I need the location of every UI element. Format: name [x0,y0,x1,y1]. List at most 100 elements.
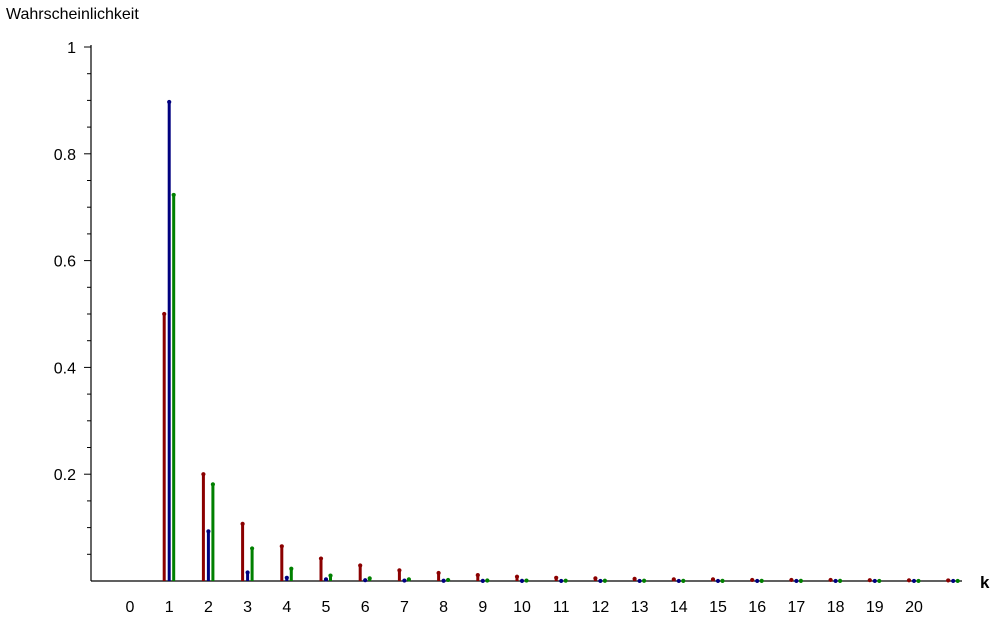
y-tick-label: 0.6 [54,254,76,271]
bar-tip-series-3 [328,573,333,578]
bar-series-1 [241,523,245,581]
bar-tip-series-2 [480,578,485,583]
bar-tip-series-3 [838,578,843,583]
bar-tip-series-2 [402,578,407,583]
bar-series-1 [162,314,166,581]
bar-series-1 [476,575,480,581]
x-tick-label: 20 [905,599,923,616]
x-tick-label: 18 [827,599,845,616]
bar-tip-series-3 [210,482,215,487]
bar-series-3 [329,575,332,581]
bar-series-1 [201,474,205,581]
bar-tip-series-1 [201,472,206,477]
bar-tip-series-2 [755,578,760,584]
bar-tip-series-2 [559,578,564,584]
y-tick-label: 0.8 [54,147,76,164]
bar-tip-series-1 [358,563,363,568]
bar-tip-series-3 [563,578,568,583]
x-tick-label: 14 [670,599,688,616]
x-tick-label: 13 [631,599,649,616]
bar-tip-series-3 [171,192,176,198]
x-tick-label: 5 [322,599,331,616]
bar-tip-series-3 [289,566,294,571]
bar-tip-series-2 [206,529,211,534]
bar-tip-series-1 [671,577,676,582]
x-tick-label: 6 [361,599,370,616]
bar-tip-series-1 [632,576,637,581]
bar-tip-series-1 [475,573,480,578]
x-tick-label: 15 [709,599,727,616]
bar-tip-series-1 [946,578,951,583]
bar-tip-series-3 [524,578,529,583]
y-tick-label: 0.2 [54,467,76,484]
bar-series-2 [246,572,250,581]
x-tick-label: 3 [243,599,252,616]
bar-tip-series-2 [676,578,681,584]
bar-tip-series-3 [720,578,725,583]
bar-series-3 [172,194,176,581]
bar-tip-series-2 [323,577,329,582]
bar-tip-series-1 [279,544,284,549]
bar-series-1 [437,572,441,581]
bar-tip-series-3 [955,578,960,584]
bar-tip-series-1 [710,577,716,582]
bar-series-1 [397,570,401,581]
bar-tip-series-3 [367,576,372,581]
bar-tip-series-2 [911,578,917,584]
bar-tip-series-3 [642,578,647,583]
bar-series-1 [515,576,519,581]
bar-series-1 [358,565,362,581]
bar-tip-series-3 [759,578,764,583]
bar-tip-series-2 [715,578,721,584]
bar-tip-series-2 [167,99,172,105]
bar-tip-series-1 [554,575,559,580]
bar-tip-series-1 [240,521,245,526]
bar-series-2 [167,102,171,581]
x-tick-label: 0 [126,599,135,616]
bar-tip-series-3 [681,578,686,583]
bar-series-1 [319,558,323,581]
x-tick-label: 9 [478,599,487,616]
x-tick-label: 8 [439,599,448,616]
x-tick-label: 17 [788,599,806,616]
x-tick-label: 10 [513,599,531,616]
bar-tip-series-1 [828,577,833,583]
bar-tip-series-1 [397,568,402,573]
bar-tip-series-3 [485,578,490,583]
bar-tip-series-1 [789,577,794,583]
x-tick-label: 7 [400,599,409,616]
x-tick-label: 1 [165,599,174,616]
y-tick-label: 0.4 [54,360,76,377]
bar-tip-series-1 [514,574,520,579]
bar-series-2 [206,531,210,581]
bar-tip-series-3 [446,577,451,583]
x-tick-label: 16 [748,599,766,616]
bar-tip-series-3 [916,578,921,584]
bar-series-3 [211,484,215,581]
bar-tip-series-1 [162,311,167,317]
bar-series-3 [250,548,254,581]
x-tick-label: 19 [866,599,884,616]
bar-tip-series-2 [872,578,877,584]
bar-tip-series-1 [750,577,755,583]
bar-tip-series-2 [637,578,642,584]
x-axis-title: k [980,573,990,592]
bar-tip-series-1 [867,578,872,583]
bar-series-1 [280,546,284,581]
bar-tip-series-1 [906,578,912,583]
bar-tip-series-2 [363,578,368,583]
x-tick-label: 12 [592,599,610,616]
ticks: 0.20.40.60.810 1 2 3 4 5 6 7 8 9 10 11 12 13 14 15 16 17 1… [54,40,923,616]
bar-tip-series-2 [794,578,799,584]
bar-tip-series-2 [519,578,525,583]
x-tick-label: 2 [204,599,213,616]
bar-tip-series-3 [602,578,608,583]
bar-tip-series-3 [250,546,255,551]
x-tick-label: 11 [553,599,570,616]
bar-tip-series-3 [798,578,804,583]
bar-tip-series-1 [318,556,324,561]
bar-tip-series-2 [284,575,289,580]
axes [90,45,962,582]
y-axis-title: Wahrscheinlichkeit [6,6,139,23]
